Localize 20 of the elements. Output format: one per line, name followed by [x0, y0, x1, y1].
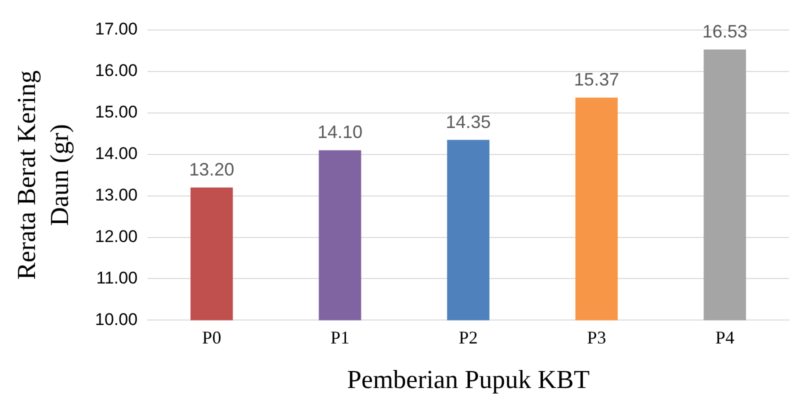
x-tick-label: P4: [715, 328, 734, 348]
data-label: 14.10: [317, 122, 363, 142]
y-tick-label: 15.00: [94, 102, 138, 122]
y-tick-label: 13.00: [94, 186, 138, 205]
y-tick-label: 17.00: [94, 20, 138, 39]
x-axis-title: Pemberian Pupuk KBT: [346, 365, 590, 394]
data-label: 14.35: [446, 112, 491, 132]
x-tick-label: P0: [202, 328, 222, 348]
y-tick-label: 14.00: [94, 144, 138, 164]
y-axis-title: Rerata Berat Kering Daun (gr): [11, 69, 75, 282]
data-label: 15.37: [574, 70, 620, 90]
y-tick-label: 12.00: [94, 226, 138, 246]
x-tick-label: P2: [458, 328, 478, 348]
data-label: 16.53: [702, 21, 748, 42]
x-tick-label: P1: [330, 328, 350, 348]
x-tick-label: P3: [587, 328, 606, 348]
y-tick-label: 11.00: [96, 268, 138, 288]
y-tick-label: 16.00: [94, 61, 138, 80]
data-label: 13.20: [189, 160, 234, 180]
y-tick-label: 10.00: [94, 310, 138, 329]
